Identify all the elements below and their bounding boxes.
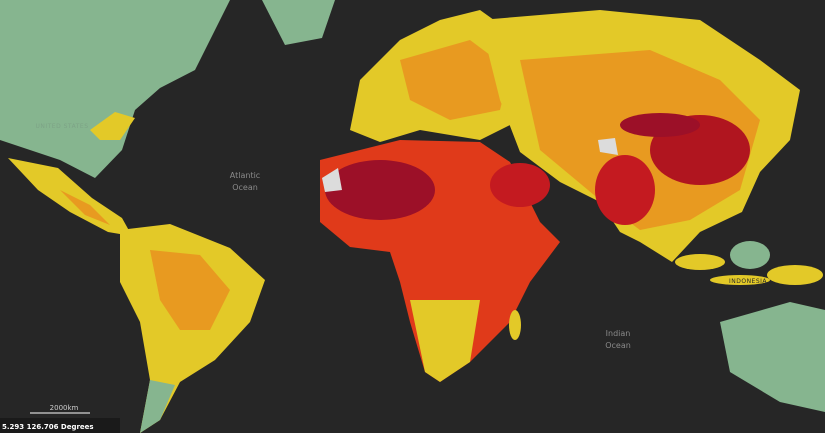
europe-hot <box>400 40 510 120</box>
arabia-hotspot <box>490 163 550 207</box>
no-data-region <box>598 138 618 155</box>
india-hotspot <box>595 155 655 225</box>
central-america-hot <box>60 190 110 225</box>
southern-africa <box>410 300 480 382</box>
country-label: UNITED STATES <box>35 123 88 130</box>
south-america-south <box>140 380 175 433</box>
south-america-hot <box>150 250 230 330</box>
ocean-label: Indian <box>606 329 631 338</box>
north-america <box>0 0 230 178</box>
greenland <box>262 0 335 45</box>
coordinates: 5.293 126.706 Degrees <box>2 423 94 431</box>
ocean-label: Atlantic <box>230 171 260 180</box>
ocean-label: Ocean <box>605 341 631 350</box>
north-china-hotspot <box>620 113 700 137</box>
australia <box>720 302 825 412</box>
new-guinea <box>767 265 823 285</box>
great-lakes-region <box>90 112 135 140</box>
madagascar <box>509 310 521 340</box>
sahara-hotspot <box>325 160 435 220</box>
ocean-label: Ocean <box>232 183 258 192</box>
java <box>710 275 770 285</box>
status-bar <box>0 418 120 433</box>
borneo <box>730 241 770 269</box>
scale-label: 2000km <box>50 404 79 412</box>
country-label: INDONESIA <box>729 278 767 285</box>
no-data-region <box>322 168 342 192</box>
sumatra <box>675 254 725 270</box>
